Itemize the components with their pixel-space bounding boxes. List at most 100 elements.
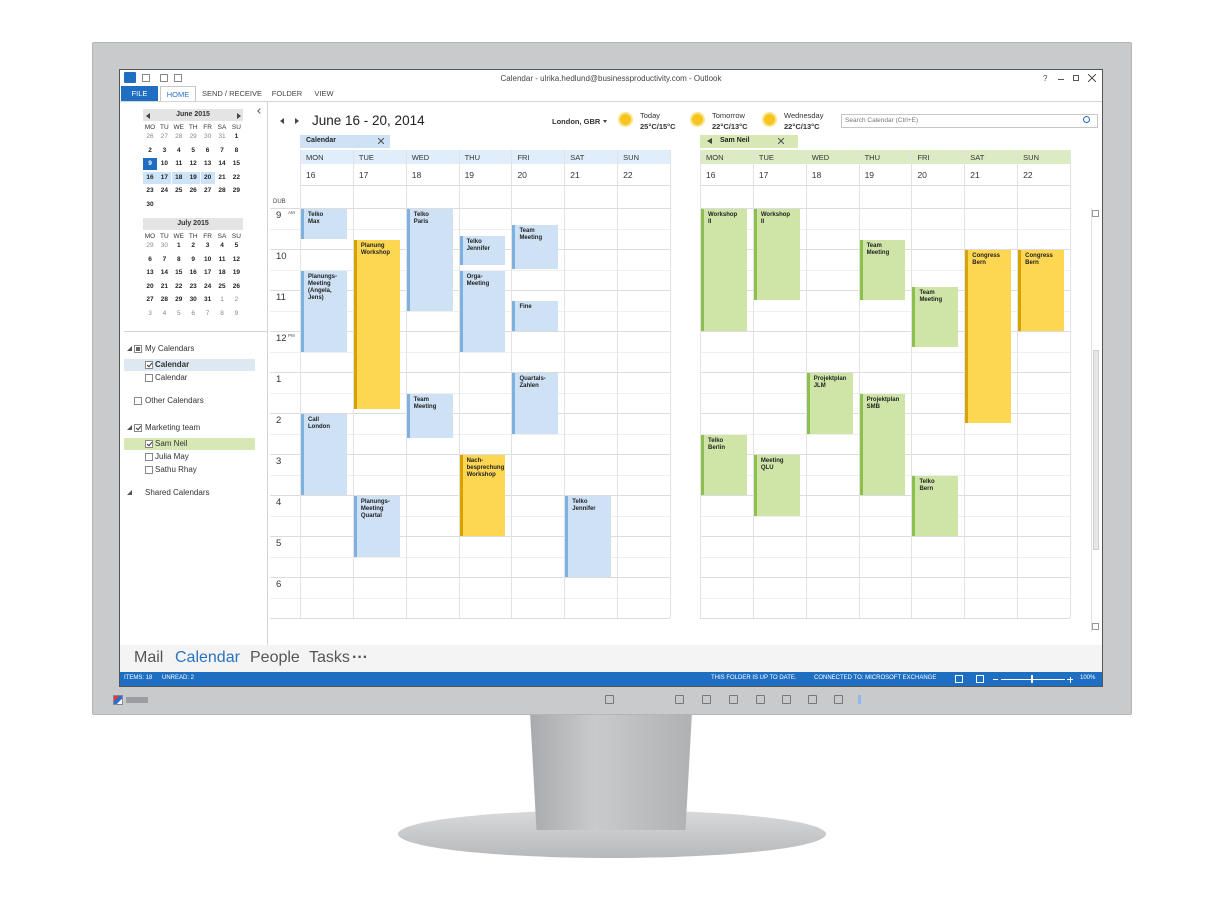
- location[interactable]: London, GBR: [552, 117, 601, 126]
- mini-calendar-day[interactable]: 15: [232, 160, 240, 167]
- appointment[interactable]: Projektplan JLM: [806, 373, 853, 434]
- mini-calendar-day[interactable]: 6: [148, 255, 152, 263]
- mini-calendar-day[interactable]: 21: [160, 282, 168, 290]
- mini-calendar-day[interactable]: 27: [203, 187, 212, 194]
- mini-calendar-day[interactable]: 29: [189, 133, 197, 140]
- appointment[interactable]: Call London: [301, 414, 347, 495]
- mini-calendar-day[interactable]: 4: [220, 242, 224, 249]
- location-dropdown[interactable]: [603, 120, 607, 123]
- mini-calendar-day[interactable]: 21: [218, 173, 226, 181]
- mini-calendar-day[interactable]: 14: [218, 160, 226, 167]
- monitor-button[interactable]: [702, 695, 711, 704]
- search-box[interactable]: [841, 114, 1098, 128]
- mini-calendar-day[interactable]: 13: [203, 160, 212, 167]
- mini-calendar-day[interactable]: 22: [232, 173, 240, 181]
- mini-calendar-day[interactable]: 4: [162, 309, 167, 317]
- ribbon-tab[interactable]: HOME: [160, 86, 196, 101]
- mini-calendar-day[interactable]: 6: [205, 146, 210, 154]
- appointment[interactable]: Congress Bern: [965, 250, 1012, 424]
- folder-item[interactable]: Marketing team: [145, 423, 201, 432]
- mini-calendar-day[interactable]: 19: [232, 269, 240, 276]
- mini-calendar-day[interactable]: 30: [146, 200, 154, 208]
- mini-calendar-day[interactable]: 24: [160, 187, 168, 194]
- appointment[interactable]: Planungs- Meeting Quartal: [353, 496, 400, 557]
- checkbox[interactable]: [134, 397, 142, 405]
- mini-calendar-day[interactable]: 18: [218, 269, 226, 276]
- appointment[interactable]: Telko Bern: [912, 475, 959, 536]
- mini-calendar-day[interactable]: 26: [232, 282, 240, 290]
- monitor-button[interactable]: [834, 695, 843, 704]
- mini-calendar-day[interactable]: 11: [175, 160, 183, 167]
- mini-calendar-day[interactable]: 8: [220, 309, 224, 317]
- monitor-button[interactable]: [605, 695, 614, 704]
- checkbox[interactable]: [145, 361, 153, 369]
- mini-calendar-day[interactable]: 31: [203, 296, 212, 303]
- mini-calendar-day[interactable]: 1: [220, 296, 224, 303]
- mini-calendar-day[interactable]: 27: [146, 296, 154, 303]
- nav-item[interactable]: Calendar: [175, 649, 240, 666]
- mini-calendar-day[interactable]: 19: [186, 171, 201, 184]
- folder-item[interactable]: Sathu Rhay: [155, 465, 197, 474]
- appointment[interactable]: Congress Bern: [1018, 250, 1065, 331]
- appointment[interactable]: Team Meeting: [406, 393, 453, 438]
- zoom-out[interactable]: [993, 679, 998, 680]
- mini-calendar-day[interactable]: 10: [203, 255, 212, 263]
- mini-calendar-day[interactable]: 8: [176, 255, 181, 263]
- mini-calendar-day[interactable]: 30: [203, 133, 212, 140]
- ribbon-tab[interactable]: VIEW: [314, 89, 334, 98]
- appointment[interactable]: Team Meeting: [912, 286, 959, 348]
- expand-triangle[interactable]: [127, 425, 132, 430]
- ribbon-tab[interactable]: FOLDER: [271, 89, 303, 98]
- restore-button[interactable]: [1073, 75, 1079, 81]
- checkbox[interactable]: [134, 424, 142, 432]
- mini-calendar-day[interactable]: 29: [175, 296, 183, 303]
- mini-calendar-day[interactable]: 10: [160, 160, 168, 167]
- mini-calendar-day[interactable]: 27: [160, 133, 168, 140]
- monitor-button[interactable]: [756, 695, 765, 704]
- mini-calendar-day[interactable]: 16: [189, 269, 197, 276]
- appointment[interactable]: Meeting QLU: [753, 455, 800, 516]
- mini-calendar-day[interactable]: 28: [175, 133, 183, 140]
- mini-calendar-day[interactable]: 5: [191, 146, 195, 154]
- next-month-arrow[interactable]: [237, 113, 241, 119]
- mini-calendar-day[interactable]: 23: [189, 282, 197, 290]
- mini-calendar-day[interactable]: 2: [148, 146, 152, 154]
- mini-calendar-day[interactable]: 25: [218, 282, 226, 290]
- mini-calendar-day[interactable]: 23: [146, 187, 154, 194]
- mini-calendar-day[interactable]: 3: [205, 242, 210, 249]
- expand-triangle[interactable]: [127, 346, 132, 351]
- mini-calendar-day[interactable]: 9: [191, 255, 195, 263]
- checkbox[interactable]: [145, 466, 153, 474]
- prev-week-arrow[interactable]: [280, 118, 284, 124]
- monitor-button[interactable]: [782, 695, 791, 704]
- mini-calendar-day[interactable]: 15: [175, 269, 183, 276]
- mini-calendar-day[interactable]: 31: [218, 133, 226, 140]
- ribbon-tab[interactable]: SEND / RECEIVE: [201, 89, 262, 98]
- pane-tab[interactable]: [700, 135, 798, 148]
- mini-calendar-day[interactable]: 20: [146, 282, 154, 290]
- mini-calendar-day[interactable]: 28: [218, 187, 226, 194]
- pane-tab[interactable]: [300, 135, 390, 148]
- checkbox[interactable]: [145, 374, 153, 382]
- mini-calendar-day[interactable]: 1: [234, 133, 239, 140]
- mini-calendar-day[interactable]: 16: [143, 171, 157, 184]
- mini-calendar-day[interactable]: 3: [162, 146, 167, 154]
- scroll-up[interactable]: [1092, 210, 1099, 217]
- nav-item[interactable]: Tasks: [309, 649, 350, 666]
- mini-calendar-day[interactable]: 5: [176, 309, 181, 317]
- mini-calendar-day[interactable]: 26: [146, 133, 154, 140]
- nav-item[interactable]: Mail: [134, 649, 164, 666]
- mini-calendar-day[interactable]: 25: [175, 187, 183, 194]
- appointment[interactable]: Telko Jennifer: [459, 235, 506, 266]
- mini-calendar-day[interactable]: 2: [234, 296, 239, 303]
- mini-calendar-day[interactable]: 30: [189, 296, 197, 303]
- ribbon-tab[interactable]: FILE: [121, 86, 158, 101]
- mini-calendar-day[interactable]: 7: [220, 146, 224, 154]
- appointment[interactable]: Projektplan SMB: [859, 393, 906, 495]
- mini-calendar-day[interactable]: 24: [203, 282, 212, 290]
- appointment[interactable]: Telko Jennifer: [565, 496, 612, 577]
- appointment[interactable]: Team Meeting: [859, 239, 906, 301]
- pane-close[interactable]: [378, 138, 384, 144]
- help-button[interactable]: ?: [1043, 74, 1048, 83]
- mini-calendar-day[interactable]: 7: [205, 309, 210, 317]
